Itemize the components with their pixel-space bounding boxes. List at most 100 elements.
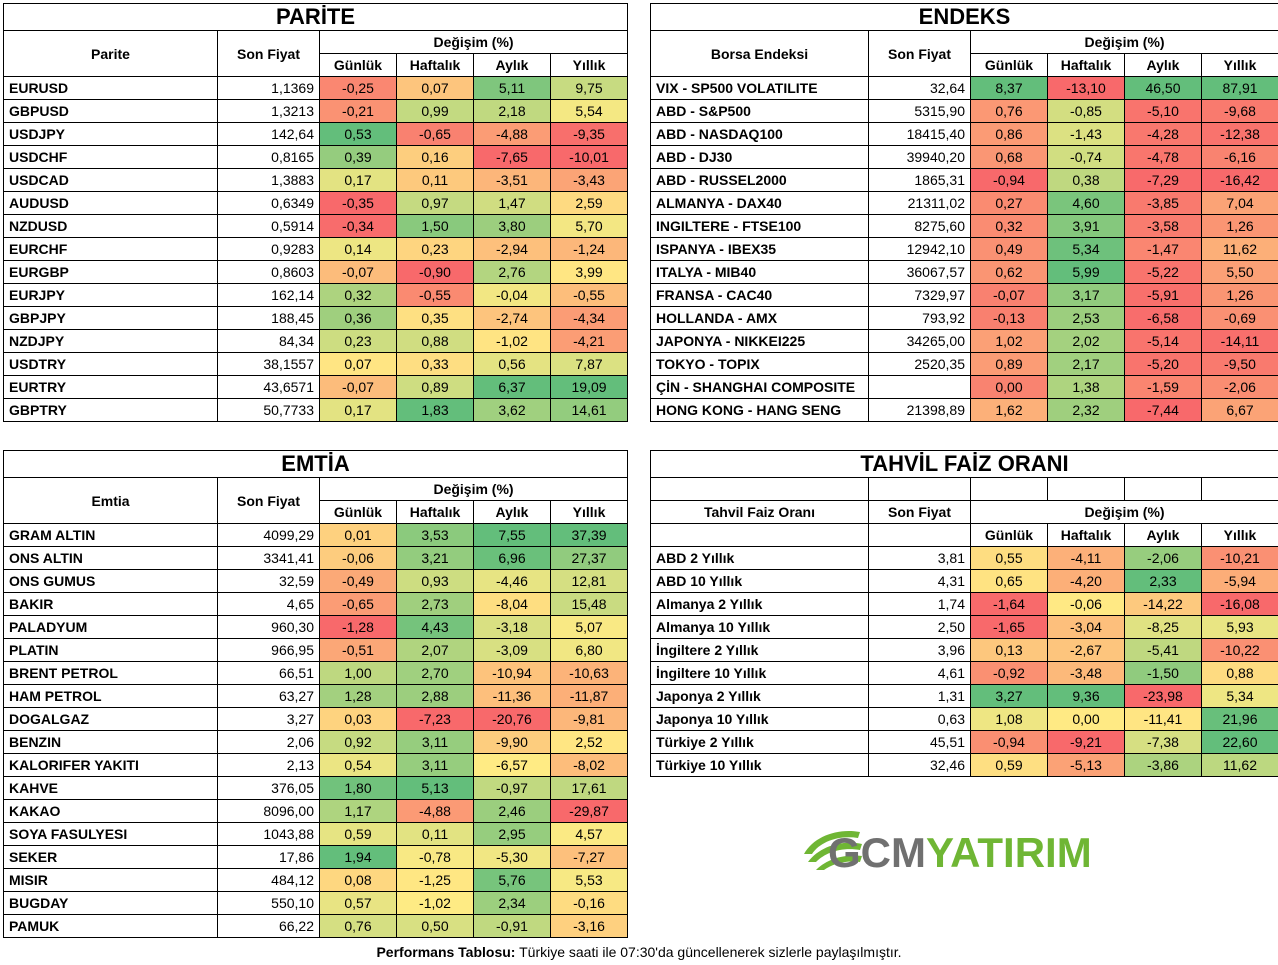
tahvil-empty-cell [1124,477,1202,501]
parite-row-change-w: 0,89 [396,375,474,399]
emtia-row-change-w: 0,11 [396,822,474,846]
tahvil-row-change-y: 21,96 [1201,707,1278,731]
emtia-price-header: Son Fiyat [217,477,320,524]
parite-row-change-y: 5,54 [549,99,629,123]
endeks-row-change-y: 11,62 [1200,237,1278,261]
emtia-row-change-y: 27,37 [549,546,629,570]
emtia-row-price: 550,10 [217,891,320,915]
tahvil-row-change-d: 3,27 [970,684,1048,708]
tahvil-row-change-y: 5,93 [1201,615,1278,639]
endeks-row-change-m: -4,28 [1124,122,1202,146]
tahvil-row-price: 0,63 [868,707,971,731]
tahvil-row-change-y: -10,22 [1201,638,1278,662]
emtia-row-change-d: 0,92 [319,730,397,754]
emtia-row: MISIR 484,12 0,08 -1,25 5,76 5,53 [3,868,629,892]
emtia-row-change-m: -20,76 [473,707,551,731]
parite-row: USDCAD 1,3883 0,17 0,11 -3,51 -3,43 [3,168,629,192]
emtia-name-header: Emtia [3,477,218,524]
endeks-row-price: 34265,00 [868,329,971,353]
tahvil-monthly-header: Aylık [1124,523,1202,547]
emtia-row-change-w: -4,88 [396,799,474,823]
endeks-row-change-y: 87,91 [1200,76,1278,100]
endeks-row-change-d: 0,49 [970,237,1048,261]
endeks-row: ABD - NASDAQ100 18415,40 0,86 -1,43 -4,28 -12… [650,122,1278,146]
parite-row-change-y: -4,34 [549,306,629,330]
parite-row-change-m: 2,76 [473,260,551,284]
emtia-monthly-header: Aylık [473,500,551,524]
parite-row-name: GBPJPY [3,306,218,330]
emtia-row-change-d: 0,01 [319,523,397,547]
emtia-row-change-y: -8,02 [549,753,629,777]
emtia-row-change-w: 3,11 [396,753,474,777]
emtia-row-change-y: -29,87 [549,799,629,823]
footer-note: Performans Tablosu: Türkiye saati ile 07… [0,944,1278,960]
endeks-row-change-d: 0,00 [970,375,1048,399]
emtia-row-change-d: 0,54 [319,753,397,777]
parite-row-change-w: 0,35 [396,306,474,330]
emtia-row-price: 1043,88 [217,822,320,846]
endeks-row: ITALYA - MIB40 36067,57 0,62 5,99 -5,22 5,50 [650,260,1278,284]
emtia-row-name: MISIR [3,868,218,892]
emtia-row-price: 2,13 [217,753,320,777]
endeks-row-name: HOLLANDA - AMX [650,306,869,330]
endeks-row-change-w: 2,53 [1047,306,1125,330]
parite-row: AUDUSD 0,6349 -0,35 0,97 1,47 2,59 [3,191,629,215]
parite-row: EURJPY 162,14 0,32 -0,55 -0,04 -0,55 [3,283,629,307]
emtia-row: DOGALGAZ 3,27 0,03 -7,23 -20,76 -9,81 [3,707,629,731]
tahvil-empty-cell [1047,477,1125,501]
endeks-row-change-m: -6,58 [1124,306,1202,330]
endeks-row: INGILTERE - FTSE100 8275,60 0,32 3,91 -3,58 1… [650,214,1278,238]
tahvil-table: TAHVİL FAİZ ORANI Tahvil Faiz Oranı Son … [650,450,1278,777]
endeks-row-change-d: -0,94 [970,168,1048,192]
parite-row-change-m: -7,65 [473,145,551,169]
endeks-row-change-y: 1,26 [1200,214,1278,238]
endeks-row-change-m: -1,59 [1124,375,1202,399]
endeks-row-change-w: 5,99 [1047,260,1125,284]
endeks-row-change-d: 0,76 [970,99,1048,123]
emtia-row-price: 960,30 [217,615,320,639]
parite-row: USDCHF 0,8165 0,39 0,16 -7,65 -10,01 [3,145,629,169]
tahvil-title: TAHVİL FAİZ ORANI [650,450,1278,478]
emtia-row-change-w: 4,43 [396,615,474,639]
endeks-row-price: 5315,90 [868,99,971,123]
emtia-row-change-d: 1,80 [319,776,397,800]
endeks-row-change-m: -5,20 [1124,352,1202,376]
emtia-row-change-m: -10,94 [473,661,551,685]
tahvil-empty-cell [650,477,869,501]
emtia-row-name: KAHVE [3,776,218,800]
tahvil-row-change-w: -0,06 [1047,592,1125,616]
endeks-row-name: HONG KONG - HANG SENG [650,398,869,422]
endeks-row-price: 2520,35 [868,352,971,376]
emtia-row-name: KAKAO [3,799,218,823]
endeks-row-change-d: 0,68 [970,145,1048,169]
parite-row: EURCHF 0,9283 0,14 0,23 -2,94 -1,24 [3,237,629,261]
emtia-row-price: 17,86 [217,845,320,869]
emtia-row-change-y: -10,63 [549,661,629,685]
tahvil-empty-cell [650,523,869,547]
endeks-row: ÇİN - SHANGHAI COMPOSITE 0,00 1,38 -1,59 -2,… [650,375,1278,399]
tahvil-row-price: 3,96 [868,638,971,662]
tahvil-row-price: 2,50 [868,615,971,639]
parite-row-change-m: 5,11 [473,76,551,100]
emtia-row-change-w: -1,02 [396,891,474,915]
endeks-row-change-d: 0,62 [970,260,1048,284]
emtia-row-change-y: 17,61 [549,776,629,800]
emtia-row-price: 8096,00 [217,799,320,823]
endeks-row-change-w: 2,32 [1047,398,1125,422]
endeks-row-name: ABD - RUSSEL2000 [650,168,869,192]
parite-price-header: Son Fiyat [217,30,320,77]
emtia-row-name: SOYA FASULYESI [3,822,218,846]
endeks-row-name: ABD - DJ30 [650,145,869,169]
parite-row-change-w: 0,07 [396,76,474,100]
endeks-row-name: ISPANYA - IBEX35 [650,237,869,261]
emtia-row-change-w: 0,50 [396,914,474,938]
parite-daily-header: Günlük [319,53,397,77]
parite-row-name: AUDUSD [3,191,218,215]
endeks-row-change-w: -0,74 [1047,145,1125,169]
emtia-row-change-m: -8,04 [473,592,551,616]
emtia-row: HAM PETROL 63,27 1,28 2,88 -11,36 -11,87 [3,684,629,708]
parite-row-change-m: -0,04 [473,283,551,307]
endeks-row-change-y: 5,50 [1200,260,1278,284]
endeks-row: VIX - SP500 VOLATILITE 32,64 8,37 -13,10 46,… [650,76,1278,100]
emtia-row-change-m: 2,34 [473,891,551,915]
